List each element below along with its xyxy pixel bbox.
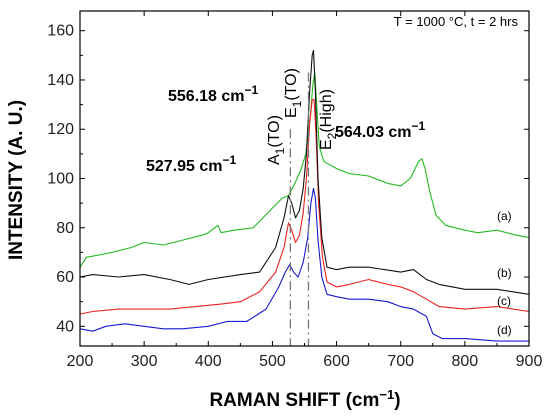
axis-tick-labels: 200 300 400 500 600 700 800 900 40 60 80 100 120 140 1… <box>47 23 542 370</box>
x-tick-label: 200 <box>67 353 94 370</box>
x-tick-label: 900 <box>516 353 543 370</box>
peak-value-564: 564.03 cm−1 <box>335 119 426 141</box>
axis-ticks <box>79 11 530 346</box>
y-tick-label: 60 <box>56 269 74 286</box>
series-line-d <box>79 187 529 342</box>
curve-label-a: (a) <box>497 209 512 223</box>
x-tick-label: 300 <box>131 353 158 370</box>
x-tick-label: 800 <box>452 353 479 370</box>
y-tick-label: 160 <box>47 23 74 40</box>
series-lines <box>79 49 530 342</box>
x-axis-title: RAMAN SHIFT (cm−1) <box>209 387 400 411</box>
series-line-b <box>79 49 530 295</box>
x-tick-label: 500 <box>259 353 286 370</box>
y-tick-label: 140 <box>47 72 74 89</box>
x-tick-label: 600 <box>323 353 350 370</box>
y-tick-label: 80 <box>56 220 74 237</box>
series-line-c <box>79 99 530 315</box>
mode-label-e1: E1(TO) <box>283 68 304 118</box>
curve-label-d: (d) <box>497 323 512 337</box>
curve-label-b: (b) <box>497 266 512 280</box>
x-tick-label: 400 <box>195 353 222 370</box>
y-tick-label: 40 <box>56 318 74 335</box>
series-line-a <box>79 72 530 268</box>
curve-label-c: (c) <box>497 294 511 308</box>
peak-value-527: 527.95 cm−1 <box>146 153 237 175</box>
y-tick-label: 100 <box>47 171 74 188</box>
x-tick-label: 700 <box>387 353 414 370</box>
peak-value-556: 556.18 cm−1 <box>168 83 259 105</box>
mode-label-e2: E2(High) <box>318 89 339 150</box>
mode-label-a1: A1(TO) <box>266 115 287 165</box>
reference-lines <box>289 72 310 346</box>
y-axis-title: INTENSITY (A. U.) <box>6 100 27 260</box>
condition-label: T = 1000 °C, t = 2 hrs <box>394 14 519 29</box>
y-tick-label: 120 <box>47 121 74 138</box>
